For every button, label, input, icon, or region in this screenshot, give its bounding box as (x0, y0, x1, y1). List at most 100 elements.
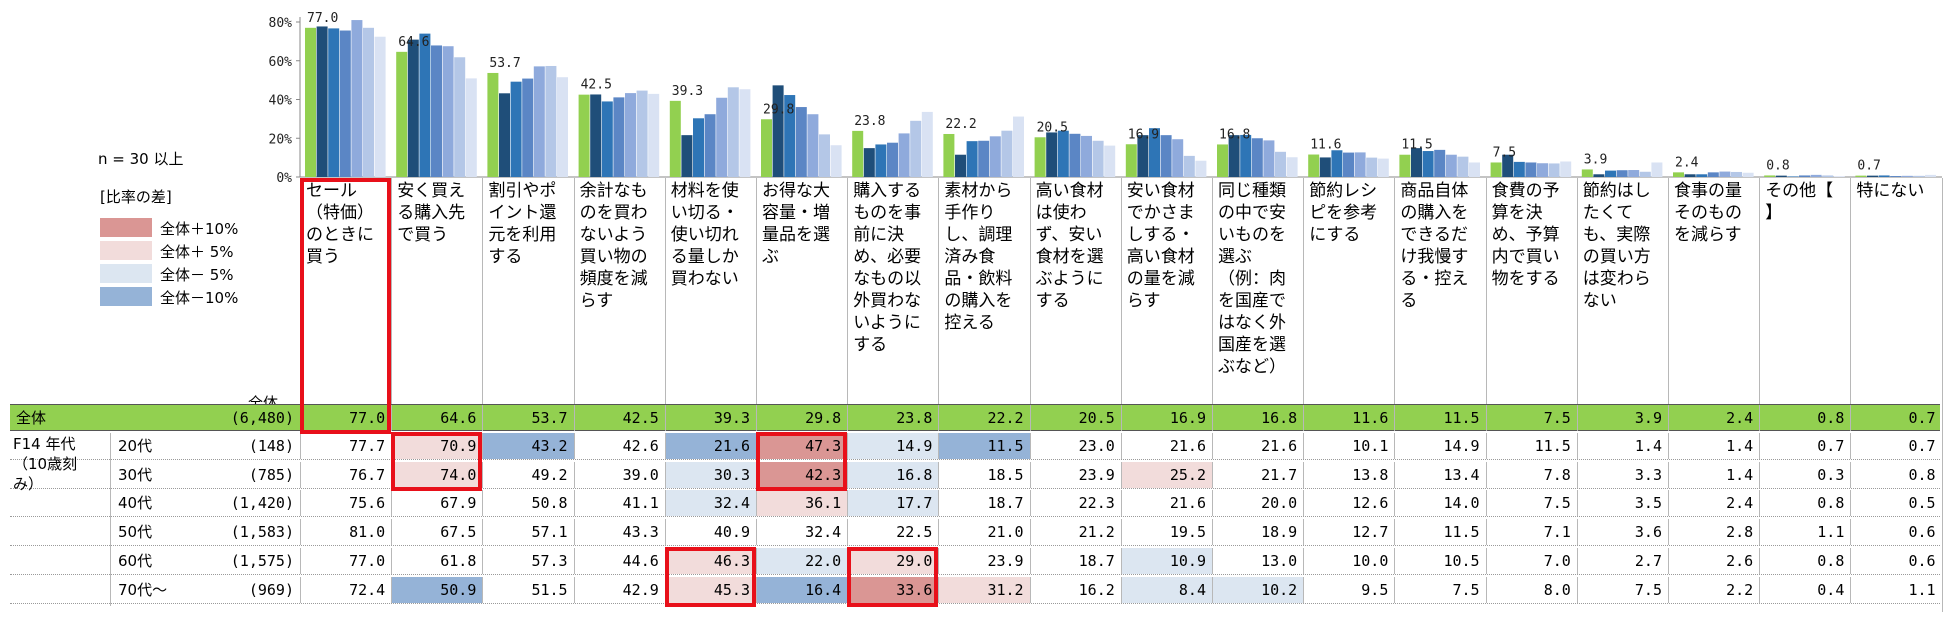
bar-4-2 (533, 66, 545, 177)
bar-4-16 (1810, 174, 1822, 177)
table-cell: 0.6 (1850, 519, 1941, 546)
bar-5-5 (819, 134, 830, 177)
bar-1-10 (1228, 135, 1240, 177)
table-cell: 11.6 (1303, 405, 1394, 431)
column-header: 商品自体 の購入を できるだ け我慢す る・控え る (1394, 178, 1485, 404)
table-row: 60代 (1,575) 77.0 61.8 57.3 44.6 46.3 22.0 29.0 23… (10, 548, 1940, 575)
table-cell: 23.8 (847, 405, 938, 431)
bar-5-7 (1001, 130, 1013, 177)
total-data-label: 2.4 (1675, 155, 1699, 170)
legend-label: 全体－ 5% (160, 266, 234, 284)
table-cell: 25.2 (1120, 461, 1212, 488)
table-cell: 57.1 (482, 519, 573, 546)
total-data-label: 77.0 (307, 11, 338, 26)
bar-4-5 (807, 114, 819, 177)
table-cell: 32.4 (664, 490, 756, 517)
table-cell: 7.5 (1485, 490, 1577, 517)
bar-3-5 (795, 107, 807, 177)
table-cell: 77.0 (300, 548, 391, 574)
bar-1-9 (1137, 135, 1149, 177)
table-cell: 0.6 (1850, 548, 1941, 574)
bar-4-12 (1445, 154, 1457, 177)
age-group-label: F14 年代 （10歳刻 み） (13, 435, 78, 493)
bar-1-6 (863, 148, 875, 177)
bar-2-5 (784, 95, 796, 177)
table-cell: 18.9 (1212, 519, 1303, 546)
y-tick-label: 40% (269, 94, 293, 109)
bar-2-4 (693, 118, 704, 177)
bar-6-8 (1104, 145, 1116, 177)
table-cell: 7.5 (1394, 576, 1485, 603)
total-data-label: 42.5 (581, 78, 612, 93)
table-cell: 47.3 (756, 432, 848, 459)
table-row: 70代〜 (969) 72.4 50.9 51.5 42.9 45.3 16.4 33.6 31.… (10, 576, 1940, 604)
bar-5-15 (1731, 171, 1742, 177)
bar-2-1 (419, 33, 431, 177)
table-cell: 8.4 (1120, 576, 1212, 603)
table-cell: 46.3 (664, 548, 756, 574)
legend: [比率の差] 全体＋10% 全体＋ 5% 全体－ 5% 全体－10% (100, 186, 290, 311)
column-header: 素材から 手作り し、調理 済み食 品・飲料 の購入を 控える (938, 178, 1029, 404)
bar-0-15 (1673, 172, 1684, 177)
bar-2-16 (1787, 176, 1799, 177)
bar-0-6 (852, 130, 864, 177)
bar-2-14 (1605, 170, 1616, 177)
bar-6-13 (1560, 161, 1572, 177)
bar-6-6 (921, 111, 933, 177)
table-cell: 18.7 (1029, 548, 1121, 574)
column-header: 余計なも のを買わ ないよう 買い物の 頻度を減 らす (573, 178, 665, 404)
table-cell: 16.8 (1212, 405, 1303, 431)
column-header: 特にない (1850, 178, 1941, 404)
bar-3-7 (978, 140, 990, 177)
bar-0-5 (761, 119, 772, 177)
bar-2-2 (510, 81, 522, 177)
bar-3-4 (704, 114, 716, 177)
total-data-label: 16.8 (1219, 127, 1250, 142)
bar-5-1 (454, 57, 466, 178)
table-cell: 22.0 (756, 548, 848, 574)
table-cell: 42.9 (573, 576, 665, 603)
bar-1-15 (1684, 174, 1696, 177)
bar-4-11 (1354, 152, 1366, 177)
bar-5-11 (1366, 157, 1378, 177)
y-tick-label: 80% (269, 16, 293, 31)
table-cell: 0.8 (1759, 490, 1850, 517)
bar-3-3 (613, 97, 625, 177)
bar-6-2 (557, 77, 568, 177)
bar-3-1 (431, 45, 442, 177)
legend-swatch (100, 287, 152, 306)
table-cell: 61.8 (391, 548, 482, 574)
table-cell: 40.9 (664, 519, 756, 546)
table-cell: 39.3 (664, 405, 756, 431)
table-row: 40代 (1,420) 75.6 67.9 50.8 41.1 32.4 36.1 17.7 18… (10, 490, 1940, 518)
table-cell: 77.0 (300, 405, 391, 431)
bar-3-10 (1251, 138, 1263, 177)
table-cell: 70.9 (391, 432, 483, 459)
table-cell: 16.8 (847, 461, 939, 488)
bar-3-6 (887, 142, 898, 177)
table-cell: 33.6 (847, 576, 939, 603)
table-cell: 81.0 (300, 519, 391, 546)
table-row: 50代 (1,583) 81.0 67.5 57.1 43.3 40.9 32.4 22.5 21… (10, 519, 1941, 547)
table-row: 20代 (148) 77.7 70.9 43.2 42.6 21.6 47.3 14.9 11.5… (10, 432, 1940, 460)
bar-0-11 (1308, 154, 1320, 177)
legend-swatch (100, 218, 152, 237)
total-data-label: 20.5 (1037, 120, 1068, 135)
table-cell: 7.8 (1485, 461, 1577, 488)
bar-3-13 (1525, 162, 1537, 177)
table-cell: 2.6 (1668, 548, 1759, 574)
column-header: その他【 】 (1759, 178, 1850, 404)
table-cell: 2.7 (1576, 548, 1668, 574)
table-row: 30代 (785) 76.7 74.0 49.2 39.0 30.3 42.3 16.8 18.5… (10, 461, 1940, 489)
total-data-label: 22.2 (945, 117, 976, 132)
table-cell: 64.6 (391, 405, 482, 431)
bar-2-8 (1057, 130, 1069, 177)
table-cell: 77.7 (300, 432, 391, 459)
bar-5-16 (1822, 175, 1834, 177)
table-cell: 7.0 (1485, 548, 1577, 574)
y-tick-label: 0% (276, 171, 292, 186)
table-cell: 3.6 (1576, 519, 1668, 546)
bar-0-4 (669, 100, 681, 177)
bar-0-7 (943, 133, 955, 177)
bar-5-6 (910, 120, 922, 177)
